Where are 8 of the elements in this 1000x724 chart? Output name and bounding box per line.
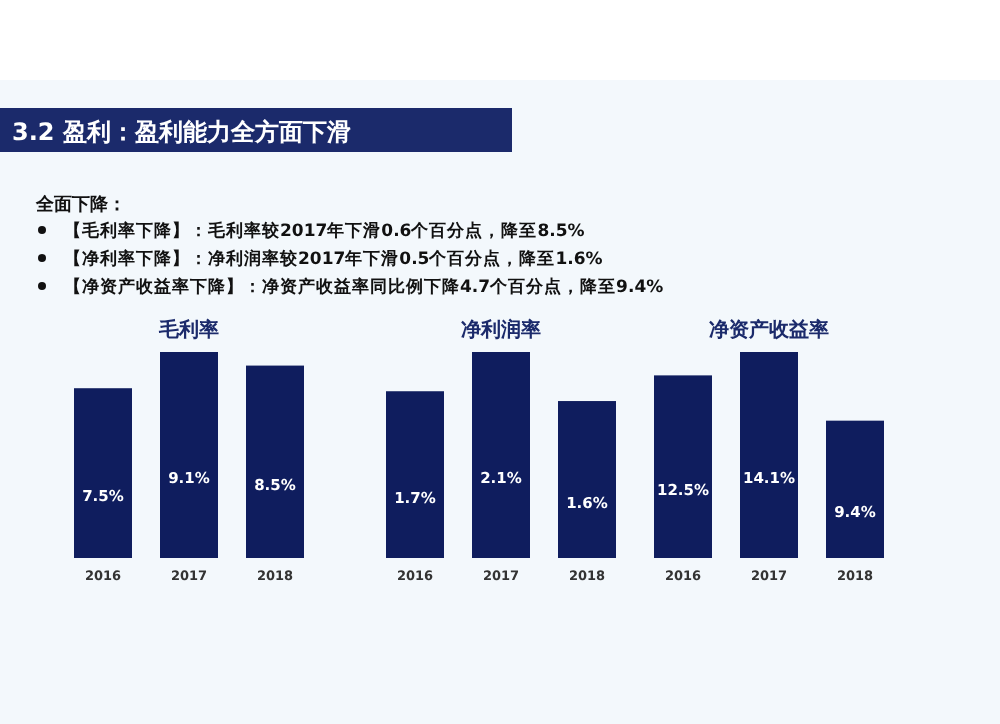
text: 【毛利率下降】：毛利率较2017年下滑0.6个百分点，降至8.5% (64, 220, 586, 242)
text: 【净利率下降】：净利润率较2017年下滑0.5个百分点，降至1.6% (64, 248, 604, 270)
text: 全面下降： (34, 194, 126, 216)
text: 3.2 盈利：盈利能力全方面下滑 (12, 118, 351, 146)
chart-title: 净资产收益率 (709, 318, 829, 342)
chart-title: 毛利率 (157, 318, 219, 342)
text: 【净资产收益率下降】：净资产收益率同比例下降4.7个百分点，降至9.4% (64, 276, 665, 298)
chart-title: 净利润率 (461, 318, 541, 342)
